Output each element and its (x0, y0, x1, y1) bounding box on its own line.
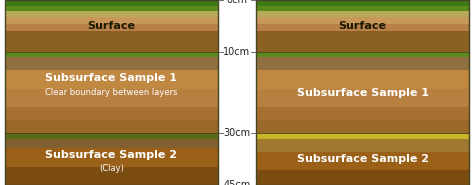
Bar (256, 139, 469, 152)
Bar (256, 0, 469, 185)
Text: Subsurface Sample 1: Subsurface Sample 1 (46, 73, 177, 83)
Text: Subsurface Sample 1: Subsurface Sample 1 (297, 88, 428, 97)
Bar (5, 24, 218, 31)
Bar (256, 6, 469, 11)
Bar (5, 89, 218, 107)
Bar (256, 57, 469, 70)
Bar (256, 24, 469, 31)
Text: Subsurface Sample 2: Subsurface Sample 2 (46, 150, 177, 160)
Bar (256, 170, 469, 185)
Bar (5, 52, 218, 57)
Bar (5, 0, 218, 6)
Bar (5, 148, 218, 166)
Bar (256, 0, 469, 6)
Bar (256, 133, 469, 139)
Bar (256, 11, 469, 17)
Text: 30cm: 30cm (223, 128, 251, 138)
Text: Clear boundary between layers: Clear boundary between layers (45, 88, 178, 97)
Bar (5, 0, 218, 6)
Bar (5, 17, 218, 24)
Bar (256, 52, 469, 57)
Text: (Clay): (Clay) (99, 164, 124, 173)
Bar (5, 57, 218, 70)
Bar (5, 139, 218, 148)
Bar (5, 70, 218, 89)
Text: 45cm: 45cm (223, 180, 251, 185)
Bar (5, 133, 218, 139)
Text: Subsurface Sample 2: Subsurface Sample 2 (297, 154, 428, 164)
Bar (5, 0, 218, 185)
Bar (256, 120, 469, 133)
Bar (256, 70, 469, 89)
Bar (256, 107, 469, 120)
Bar (5, 166, 218, 185)
Bar (256, 0, 469, 6)
Text: 10cm: 10cm (223, 47, 251, 57)
Text: Surface: Surface (338, 21, 387, 31)
Bar (5, 120, 218, 133)
Bar (256, 152, 469, 170)
Bar (5, 31, 218, 52)
Text: Surface: Surface (87, 21, 136, 31)
Bar (256, 31, 469, 52)
Bar (5, 107, 218, 120)
Bar (256, 17, 469, 24)
Bar (5, 6, 218, 11)
Bar (256, 89, 469, 107)
Bar (5, 11, 218, 17)
Text: 0cm: 0cm (227, 0, 247, 5)
